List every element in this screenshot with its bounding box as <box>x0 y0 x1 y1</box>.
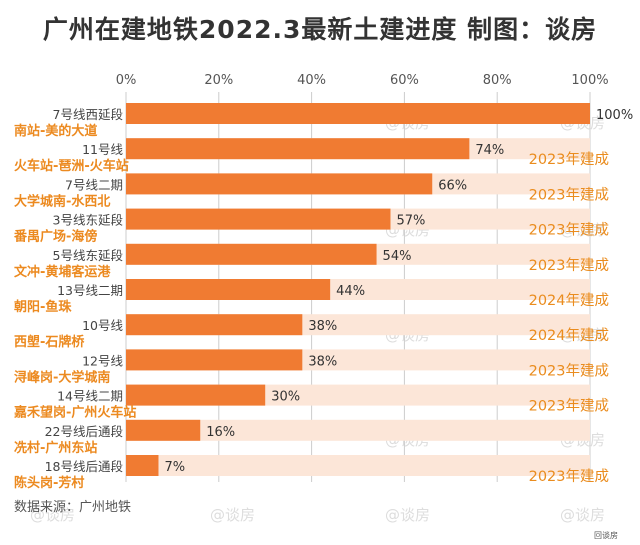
watermark-text: @谈房 <box>30 506 75 524</box>
value-label: 100% <box>596 108 633 123</box>
chart-title: 广州在建地铁2022.3最新土建进度 制图：谈房 <box>42 15 598 44</box>
category-label: 18号线后通段 <box>45 459 123 474</box>
category-label: 5号线东延段 <box>53 248 123 263</box>
completion-label: 2023年建成 <box>529 222 609 239</box>
value-label: 74% <box>475 143 504 158</box>
completion-label: 2023年建成 <box>529 468 609 485</box>
completion-label: 2023年建成 <box>529 362 609 379</box>
watermark-text: @谈房 <box>385 506 430 524</box>
completion-label: 2023年建成 <box>529 151 609 168</box>
bar <box>126 314 303 336</box>
route-label: 西塱-石牌桥 <box>14 334 85 350</box>
category-label: 7号线西延段 <box>53 107 123 122</box>
bar <box>126 455 159 476</box>
value-label: 57% <box>396 214 425 229</box>
route-label: 番禺广场-海傍 <box>13 229 97 245</box>
route-label: 陈头岗-芳村 <box>14 475 84 491</box>
value-label: 38% <box>308 354 337 369</box>
category-label: 3号线东延段 <box>53 213 123 228</box>
category-label: 22号线后通段 <box>45 424 123 439</box>
route-label: 火车站-琶洲-火车站 <box>14 158 129 174</box>
watermark-text: @谈房 <box>210 506 255 524</box>
watermark-text: @谈房 <box>560 506 605 524</box>
bar-track <box>126 455 590 476</box>
route-label: 嘉禾望岗-广州火车站 <box>13 405 136 421</box>
completion-label: 2023年建成 <box>529 398 609 415</box>
category-label: 14号线二期 <box>57 389 123 404</box>
bar <box>126 243 377 265</box>
route-label: 冼村-广州东站 <box>14 440 97 456</box>
route-label: 南站-美的大道 <box>14 123 97 139</box>
bar <box>126 138 470 160</box>
route-label: 朝阳-鱼珠 <box>14 299 72 315</box>
bar <box>126 208 391 230</box>
x-tick-label: 40% <box>297 73 326 88</box>
route-label: 大学城南-水西北 <box>14 193 110 209</box>
value-label: 44% <box>336 284 365 299</box>
corner-logo: 回谈房 <box>594 531 618 540</box>
category-label: 11号线 <box>82 142 123 157</box>
value-label: 16% <box>206 425 235 440</box>
category-label: 10号线 <box>82 318 123 333</box>
x-axis-ticks: 0% 20% 40% 60% 80% 100% <box>116 73 609 88</box>
completion-label: 2023年建成 <box>529 186 609 203</box>
x-tick-label: 80% <box>483 73 512 88</box>
x-tick-label: 0% <box>116 73 137 88</box>
category-label: 7号线二期 <box>65 177 123 192</box>
value-label: 54% <box>383 249 412 264</box>
bar <box>126 349 303 371</box>
value-label: 38% <box>308 319 337 334</box>
category-label: 13号线二期 <box>57 283 123 298</box>
bar-track <box>126 419 590 441</box>
bar <box>126 173 433 195</box>
completion-label: 2024年建成 <box>529 327 609 344</box>
value-label: 30% <box>271 390 300 405</box>
route-label: 浔峰岗-大学城南 <box>14 369 110 385</box>
bar <box>126 384 266 406</box>
x-tick-label: 60% <box>390 73 419 88</box>
bar <box>126 103 590 124</box>
x-tick-label: 20% <box>204 73 233 88</box>
value-label: 66% <box>438 178 467 193</box>
category-label: 12号线 <box>82 353 123 368</box>
completion-label: 2024年建成 <box>529 292 609 309</box>
value-label: 7% <box>164 460 185 475</box>
bar <box>126 279 331 300</box>
route-label: 文冲-黄埔客运港 <box>14 264 111 280</box>
x-tick-label: 100% <box>571 73 608 88</box>
completion-label: 2023年建成 <box>529 257 609 274</box>
data-source: 数据来源：广州地铁 <box>14 500 132 515</box>
bar <box>126 419 201 441</box>
